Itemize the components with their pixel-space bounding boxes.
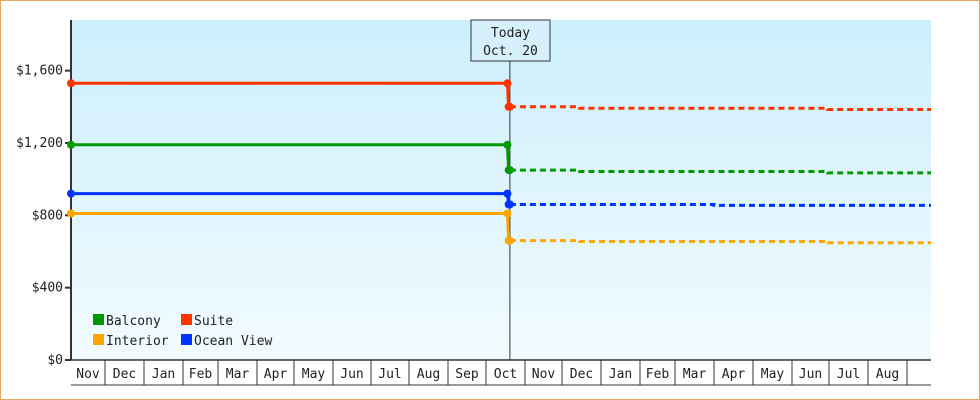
data-point xyxy=(503,209,512,218)
today-date: Oct. 20 xyxy=(483,44,538,59)
x-tick-label: Jun xyxy=(799,367,822,382)
data-point xyxy=(505,166,514,175)
x-tick-label: Aug xyxy=(417,367,440,382)
data-point xyxy=(505,200,514,209)
x-tick-label: Mar xyxy=(226,367,250,382)
x-tick-label: Jul xyxy=(378,367,401,382)
x-tick-label: Aug xyxy=(876,367,899,382)
x-tick-label: Jul xyxy=(837,367,860,382)
x-tick-label: Jan xyxy=(152,367,175,382)
y-tick-label: $1,600 xyxy=(16,64,63,79)
x-tick-label: Oct xyxy=(494,367,517,382)
legend-swatch xyxy=(181,314,192,325)
legend-label: Ocean View xyxy=(194,334,272,349)
x-tick-label: Feb xyxy=(646,367,670,382)
series-forecast-line xyxy=(509,105,931,112)
y-tick-label: $400 xyxy=(32,281,63,296)
series-forecast-line xyxy=(509,239,931,245)
x-tick-label: Apr xyxy=(264,367,288,382)
x-tick-label: Dec xyxy=(113,367,136,382)
data-point xyxy=(67,209,75,218)
data-point xyxy=(505,102,514,111)
y-tick-label: $0 xyxy=(47,353,63,368)
x-tick-label: Nov xyxy=(532,367,556,382)
legend-swatch xyxy=(93,314,104,325)
legend-label: Suite xyxy=(194,314,233,329)
x-tick-label: Sep xyxy=(455,367,479,382)
legend-label: Interior xyxy=(106,334,169,349)
x-tick-label: Nov xyxy=(76,367,100,382)
x-tick-label: Dec xyxy=(570,367,593,382)
x-tick-label: Jun xyxy=(340,367,363,382)
x-tick-label: Feb xyxy=(189,367,213,382)
data-point xyxy=(67,140,75,149)
today-box xyxy=(470,19,551,62)
plot-area xyxy=(71,20,931,360)
x-tick-label: Mar xyxy=(683,367,707,382)
y-tick-label: $1,200 xyxy=(16,136,63,151)
x-tick-label: May xyxy=(302,367,326,382)
data-point xyxy=(503,189,512,198)
data-point xyxy=(505,236,514,245)
today-label: Today xyxy=(491,26,530,41)
series-forecast-line xyxy=(509,168,931,175)
data-point xyxy=(503,140,512,149)
data-point xyxy=(67,79,75,88)
y-tick-label: $800 xyxy=(32,208,63,223)
data-point xyxy=(503,79,512,88)
x-tick-label: Apr xyxy=(722,367,746,382)
legend-swatch xyxy=(181,334,192,345)
legend-swatch xyxy=(93,334,104,345)
legend-label: Balcony xyxy=(106,314,161,329)
series-forecast-line xyxy=(509,202,931,207)
data-point xyxy=(67,189,75,198)
x-tick-label: Jan xyxy=(609,367,632,382)
x-tick-label: May xyxy=(761,367,785,382)
